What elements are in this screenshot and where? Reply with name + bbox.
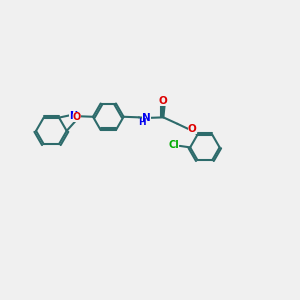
Text: Cl: Cl — [169, 140, 179, 150]
Text: O: O — [73, 112, 81, 122]
Text: O: O — [158, 96, 167, 106]
Text: N: N — [69, 112, 77, 122]
Text: H: H — [138, 118, 146, 127]
Text: O: O — [188, 124, 197, 134]
Text: N: N — [142, 113, 151, 123]
